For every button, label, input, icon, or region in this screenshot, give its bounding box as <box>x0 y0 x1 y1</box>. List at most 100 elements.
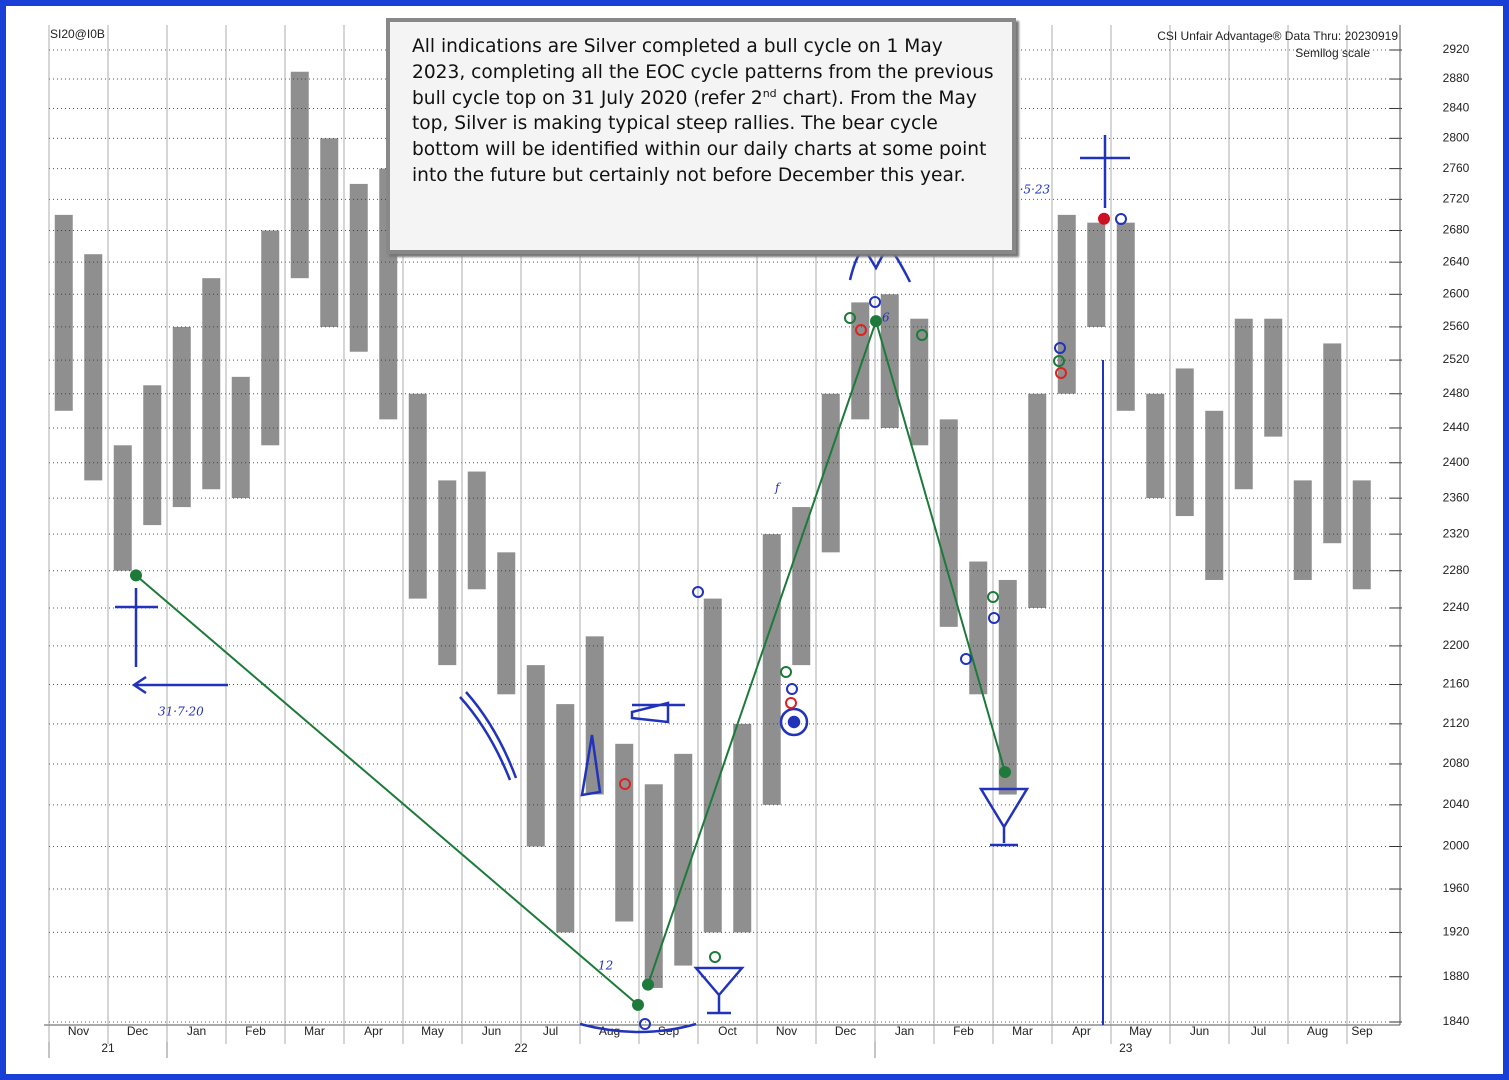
y-tick-label: 2440 <box>1443 420 1470 434</box>
glass <box>981 789 1027 845</box>
y-tick-label: 2560 <box>1443 319 1470 333</box>
price-range <box>114 445 132 570</box>
cycle-dots <box>620 214 1126 1029</box>
price-range <box>586 636 604 794</box>
price-range <box>1176 368 1194 516</box>
y-tick-label: 2000 <box>1443 839 1470 853</box>
scale-label: Semilog scale <box>1295 46 1370 60</box>
cycle-point <box>870 315 882 327</box>
year-label: 21 <box>101 1041 115 1055</box>
price-range <box>615 744 633 922</box>
y-tick-label: 2040 <box>1443 797 1470 811</box>
x-tick-label: Apr <box>1072 1024 1091 1038</box>
year-label: 23 <box>1119 1041 1133 1055</box>
year-label: 22 <box>514 1041 528 1055</box>
y-tick-label: 1960 <box>1443 881 1470 895</box>
y-tick-label: 2280 <box>1443 563 1470 577</box>
top-point <box>1098 213 1110 225</box>
price-range <box>1146 394 1164 498</box>
price-range <box>1264 319 1282 437</box>
x-tick-label: Nov <box>68 1024 89 1038</box>
y-tick-label: 2840 <box>1443 101 1470 115</box>
x-tick-label: Aug <box>1307 1024 1328 1038</box>
x-tick-label: Jun <box>1190 1024 1209 1038</box>
x-tick-label: Feb <box>245 1024 266 1038</box>
price-range <box>763 534 781 805</box>
price-range <box>969 562 987 695</box>
price-range <box>438 480 456 665</box>
y-tick-label: 2240 <box>1443 600 1470 614</box>
price-range <box>55 215 73 411</box>
price-range <box>84 254 102 480</box>
x-tick-label: Mar <box>1012 1024 1033 1038</box>
cycle-point <box>130 569 142 581</box>
price-range <box>674 754 692 966</box>
handwritten-note: f <box>774 481 782 495</box>
price-range <box>291 72 309 278</box>
price-range <box>792 507 810 665</box>
page: 1840188019201960200020402080212021602200… <box>0 0 1509 1080</box>
dot <box>787 684 797 694</box>
y-tick-label: 2760 <box>1443 161 1470 175</box>
chart-title: SI20@I0B <box>50 27 105 41</box>
glass <box>696 968 742 1013</box>
y-tick-label: 2480 <box>1443 386 1470 400</box>
y-tick-label: 2120 <box>1443 716 1470 730</box>
x-tick-label: Dec <box>127 1024 148 1038</box>
price-range <box>527 665 545 846</box>
y-tick-label: 2080 <box>1443 756 1470 770</box>
arc <box>460 692 516 780</box>
y-tick-label: 2680 <box>1443 223 1470 237</box>
price-range <box>1294 480 1312 580</box>
dot <box>640 1019 650 1029</box>
price-range <box>143 385 161 525</box>
price-range <box>1323 343 1341 543</box>
x-tick-label: Sep <box>1351 1024 1373 1038</box>
cycle-line <box>876 321 1005 772</box>
handwritten-note: 1·5·23 <box>1012 183 1051 197</box>
cycle-line <box>648 321 876 984</box>
price-range <box>1205 411 1223 580</box>
x-tick-label: Jan <box>187 1024 206 1038</box>
x-tick-label: Nov <box>776 1024 797 1038</box>
price-range <box>1058 215 1076 394</box>
price-range <box>1087 223 1105 327</box>
y-tick-label: 1840 <box>1443 1014 1470 1028</box>
note-superscript: nd <box>763 86 777 99</box>
y-tick-label: 1920 <box>1443 925 1470 939</box>
price-range <box>261 231 279 446</box>
cross <box>1080 135 1130 208</box>
price-range <box>350 184 368 352</box>
dot <box>710 952 720 962</box>
x-tick-label: May <box>421 1024 444 1038</box>
x-tick-label: Jul <box>1251 1024 1266 1038</box>
cycle-point <box>632 999 644 1011</box>
x-tick-label: Feb <box>953 1024 974 1038</box>
x-tick-label: Apr <box>364 1024 383 1038</box>
price-range <box>1117 223 1135 411</box>
y-tick-label: 2800 <box>1443 130 1470 144</box>
price-range <box>1235 319 1253 490</box>
cycle-point <box>999 766 1011 778</box>
y-tick-label: 2880 <box>1443 71 1470 85</box>
circle-symbol <box>789 717 799 727</box>
price-range <box>1028 394 1046 608</box>
cycle-point <box>642 979 654 991</box>
price-range <box>202 278 220 489</box>
source-label: CSI Unfair Advantage® Data Thru: 2023091… <box>1157 29 1398 43</box>
cross <box>115 588 158 667</box>
handwritten-note: 12 <box>598 959 613 973</box>
arrow <box>134 677 228 693</box>
price-range <box>497 552 515 694</box>
x-tick-label: Dec <box>835 1024 856 1038</box>
x-tick-label: Mar <box>304 1024 325 1038</box>
x-tick-label: Oct <box>718 1024 737 1038</box>
price-range <box>1353 480 1371 589</box>
symbol <box>632 703 685 722</box>
x-tick-label: May <box>1129 1024 1152 1038</box>
price-range <box>320 138 338 327</box>
x-tick-label: Jun <box>482 1024 501 1038</box>
price-range <box>409 394 427 599</box>
handwritten-note: 31·7·20 <box>158 705 204 719</box>
handwritten-note: 6 <box>882 311 890 325</box>
